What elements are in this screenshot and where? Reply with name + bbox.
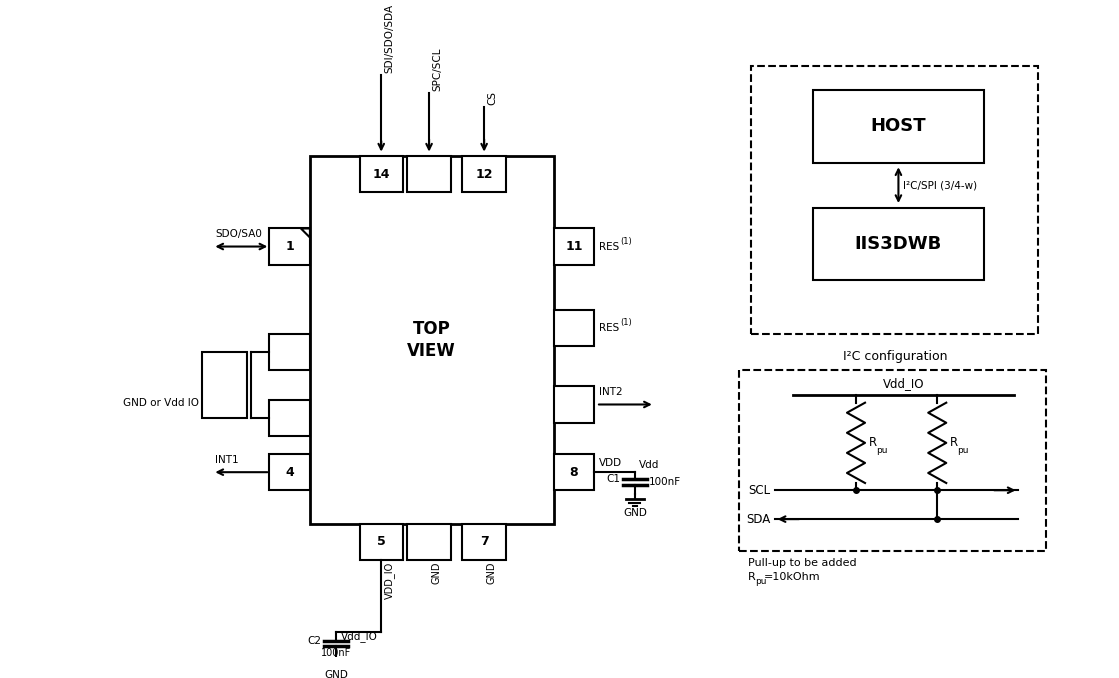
- Text: I²C/SPI (3/4-w): I²C/SPI (3/4-w): [903, 180, 977, 190]
- Polygon shape: [301, 228, 310, 237]
- Text: 4: 4: [285, 466, 294, 479]
- Text: (1): (1): [620, 237, 632, 245]
- Text: 7: 7: [480, 535, 489, 549]
- Text: IIS3DWB: IIS3DWB: [855, 235, 942, 253]
- Text: INT2: INT2: [599, 387, 622, 397]
- Text: SDO/SA0: SDO/SA0: [215, 229, 262, 239]
- Text: (1): (1): [620, 318, 632, 327]
- Text: GND: GND: [432, 561, 442, 584]
- Bar: [407, 156, 451, 193]
- Text: GND or Vdd IO: GND or Vdd IO: [123, 398, 199, 408]
- Bar: [270, 228, 310, 264]
- Text: SDA: SDA: [746, 513, 770, 525]
- Text: R: R: [747, 572, 755, 582]
- Text: =10kOhm: =10kOhm: [764, 572, 820, 582]
- Bar: [310, 156, 554, 523]
- Bar: [554, 386, 594, 422]
- Bar: [751, 66, 1038, 334]
- Text: 5: 5: [377, 535, 386, 549]
- Bar: [359, 523, 403, 560]
- Text: GND: GND: [487, 561, 497, 584]
- Text: RES: RES: [599, 241, 619, 252]
- Bar: [270, 400, 310, 436]
- Text: HOST: HOST: [871, 117, 927, 136]
- Bar: [462, 156, 506, 193]
- Text: VDD: VDD: [599, 458, 622, 468]
- Text: CS: CS: [488, 91, 498, 105]
- Text: Pull-up to be added: Pull-up to be added: [747, 558, 856, 568]
- Text: 12: 12: [476, 168, 492, 181]
- Text: 100nF: 100nF: [649, 477, 681, 487]
- Text: RES: RES: [599, 323, 619, 333]
- Bar: [554, 310, 594, 346]
- Bar: [554, 228, 594, 264]
- Text: 100nF: 100nF: [321, 648, 351, 658]
- Bar: [554, 454, 594, 490]
- Bar: [462, 523, 506, 560]
- Bar: [270, 454, 310, 490]
- Text: C1: C1: [606, 475, 620, 484]
- Text: GND: GND: [623, 508, 647, 518]
- Text: R: R: [868, 437, 877, 450]
- Text: 14: 14: [373, 168, 391, 181]
- Text: Vdd: Vdd: [639, 460, 660, 471]
- Text: pu: pu: [876, 446, 887, 456]
- Text: pu: pu: [957, 446, 969, 456]
- Text: C2: C2: [308, 636, 321, 646]
- Bar: [270, 334, 310, 370]
- Text: 11: 11: [565, 240, 583, 253]
- Text: Vdd_IO: Vdd_IO: [340, 631, 377, 642]
- Text: GND: GND: [325, 670, 348, 678]
- Text: 1: 1: [285, 240, 294, 253]
- Bar: [201, 352, 247, 418]
- Bar: [812, 207, 985, 280]
- Text: VDD_IO: VDD_IO: [384, 561, 395, 599]
- Bar: [359, 156, 403, 193]
- Bar: [407, 523, 451, 560]
- Text: VIEW: VIEW: [407, 342, 457, 360]
- Text: SCL: SCL: [749, 483, 770, 497]
- Text: 8: 8: [570, 466, 579, 479]
- Text: R: R: [950, 437, 958, 450]
- Bar: [812, 90, 985, 163]
- Text: Vdd_IO: Vdd_IO: [883, 377, 924, 390]
- Text: TOP: TOP: [413, 320, 451, 338]
- Text: I²C configuration: I²C configuration: [843, 351, 947, 363]
- Text: SPC/SCL: SPC/SCL: [433, 47, 443, 92]
- Text: pu: pu: [755, 577, 767, 586]
- Bar: [739, 370, 1045, 551]
- Text: INT1: INT1: [215, 455, 238, 465]
- Text: SDI/SDO/SDA: SDI/SDO/SDA: [385, 4, 395, 73]
